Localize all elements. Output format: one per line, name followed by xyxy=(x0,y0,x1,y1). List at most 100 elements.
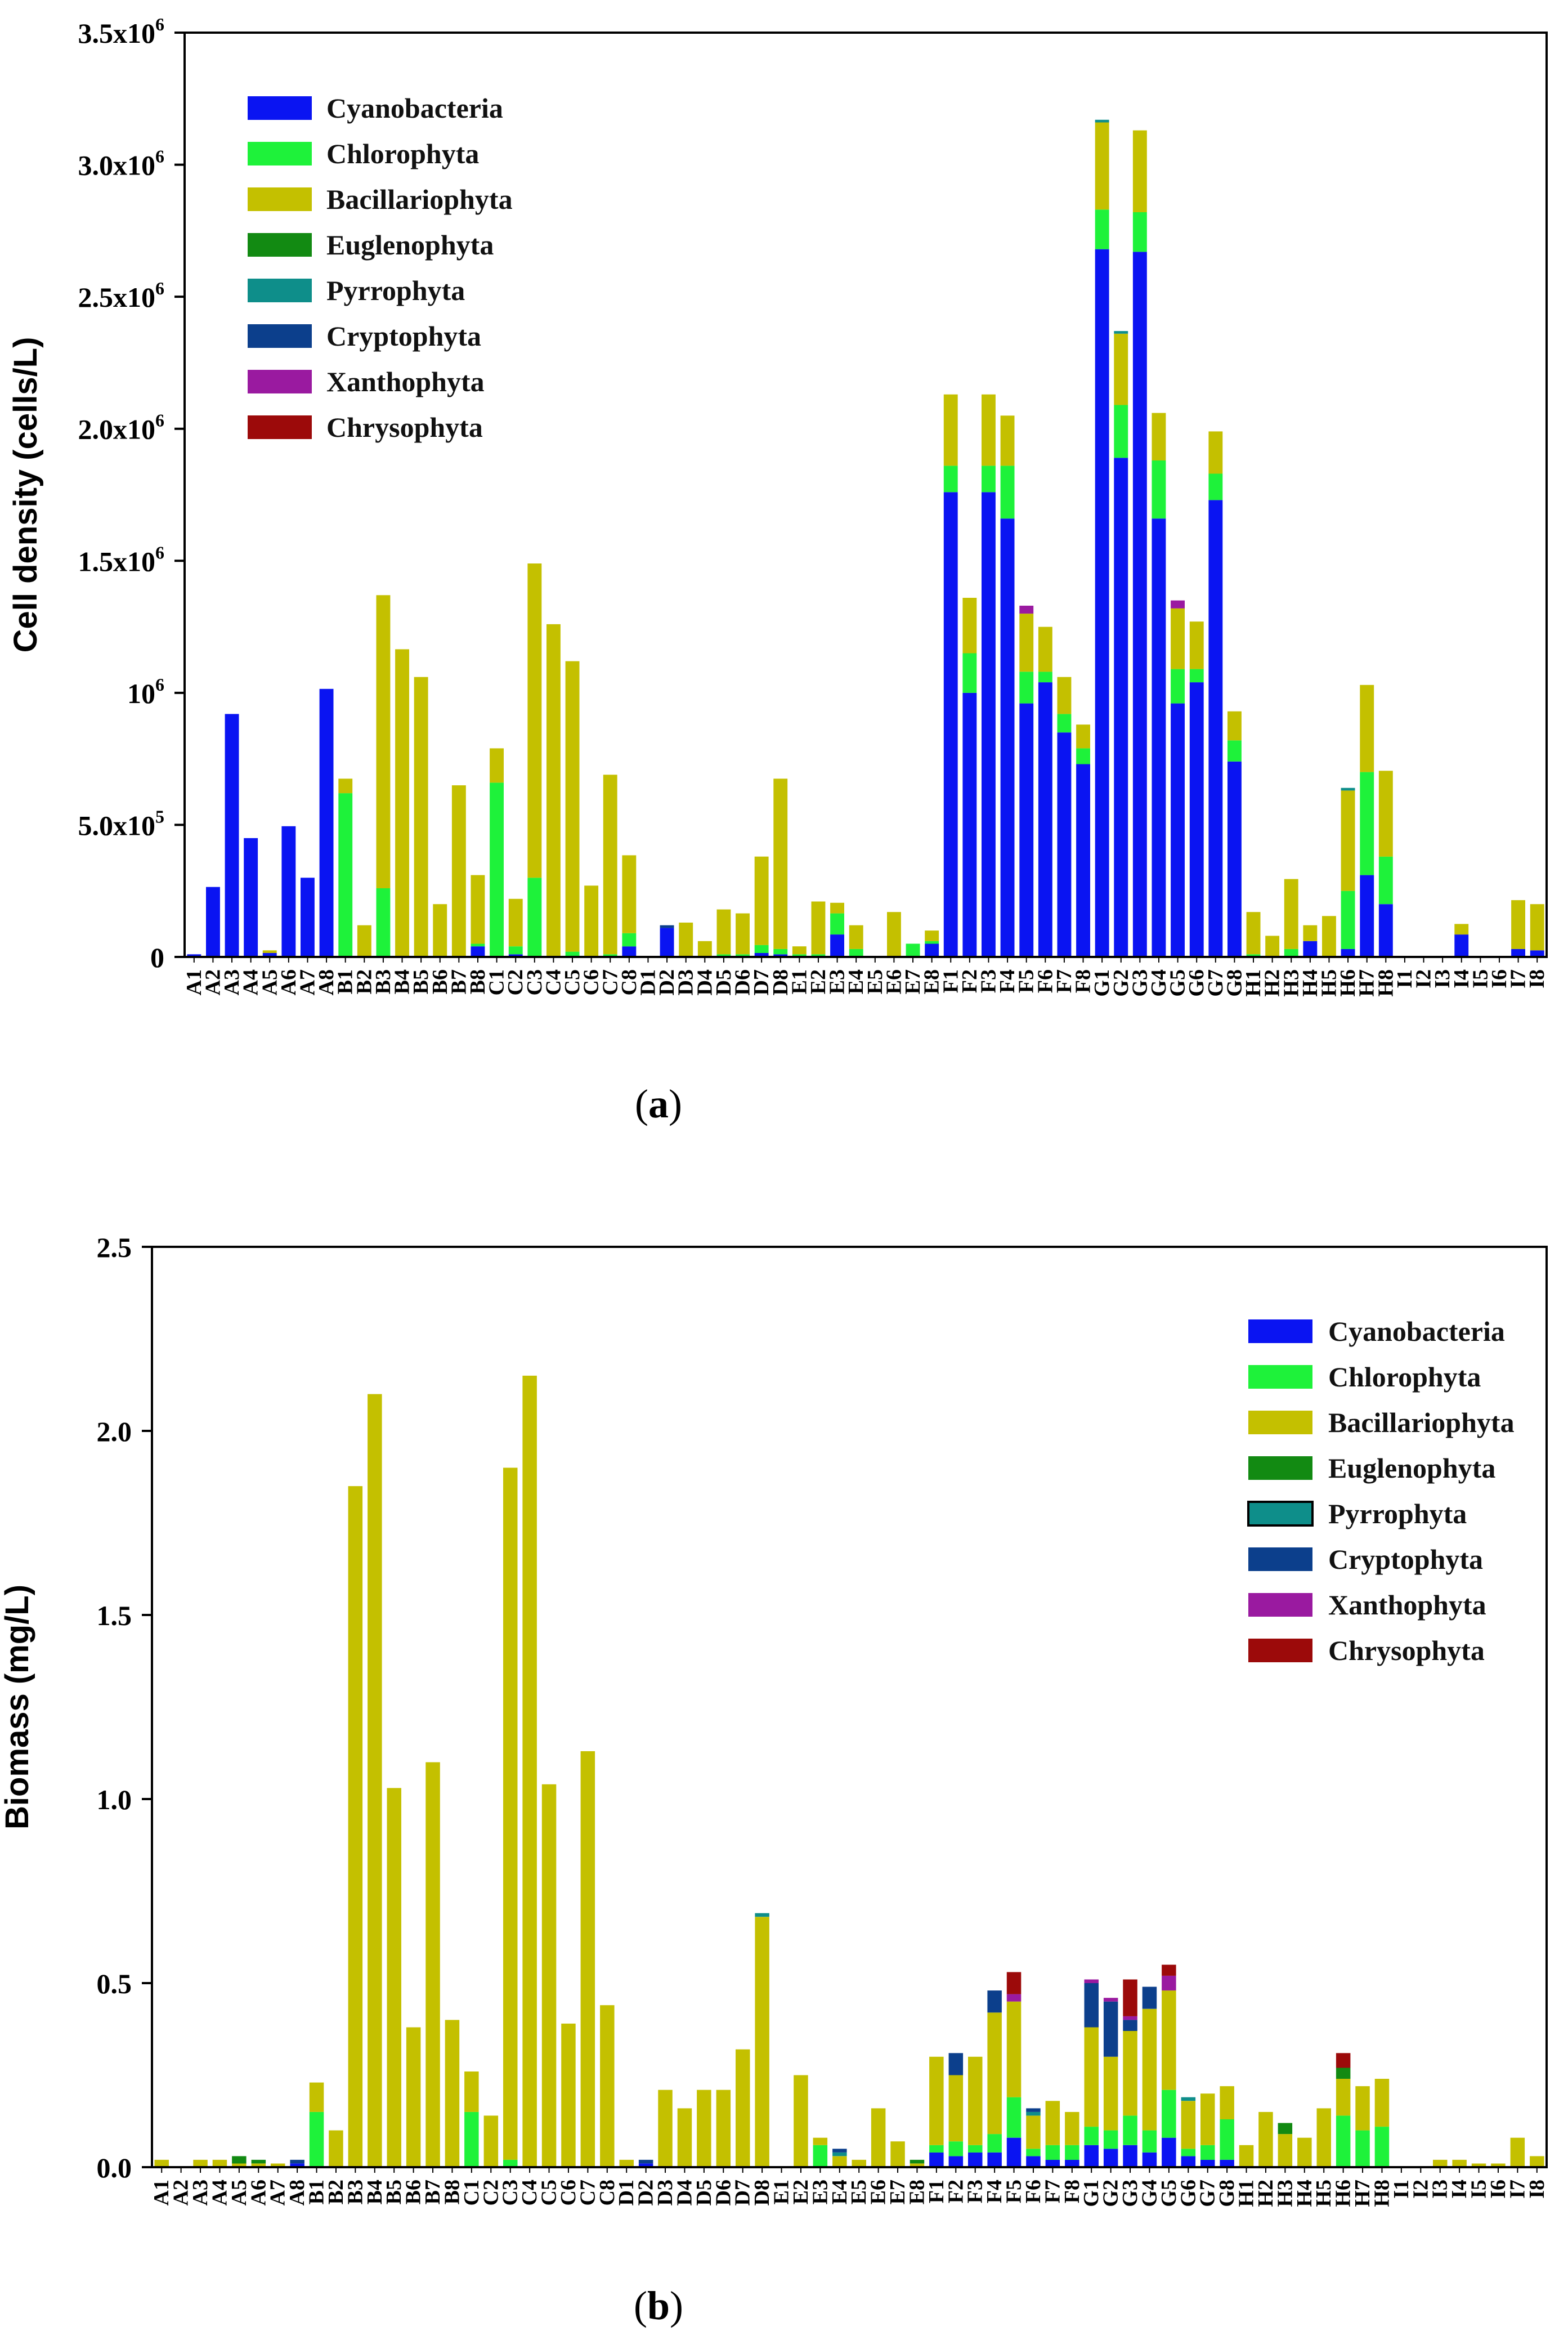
bar-D6-bacillariophyta xyxy=(716,2090,731,2167)
bar-H2-bacillariophyta xyxy=(1258,2111,1273,2167)
bar-A4-cyanobacteria xyxy=(244,838,258,957)
bar-A8-cryptophyta xyxy=(290,2159,304,2164)
x-tick-label: C4 xyxy=(518,2180,541,2205)
x-tick-label: I1 xyxy=(1390,2180,1413,2199)
x-tick-label: H7 xyxy=(1351,2180,1374,2207)
bar-F1-bacillariophyta xyxy=(929,2056,944,2145)
x-tick-label: C2 xyxy=(479,2180,503,2205)
x-tick-label: I4 xyxy=(1450,969,1473,988)
bar-G1-bacillariophyta xyxy=(1095,122,1109,210)
bar-B2-bacillariophyta xyxy=(329,2130,343,2167)
bar-C7-bacillariophyta xyxy=(580,1751,595,2167)
x-tick-label: B4 xyxy=(363,2180,387,2204)
x-tick-label: H8 xyxy=(1374,969,1397,997)
x-tick-label: F4 xyxy=(983,2180,1006,2203)
bar-F4-cyanobacteria xyxy=(987,2152,1002,2167)
plot-frame xyxy=(183,32,1548,958)
x-tick-label: H2 xyxy=(1261,969,1284,997)
bar-H3-bacillariophyta xyxy=(1278,2134,1293,2167)
x-tick-label: H6 xyxy=(1336,969,1360,997)
x-tick-label: C8 xyxy=(595,2180,619,2205)
bar-I7-bacillariophyta xyxy=(1511,900,1525,949)
x-tick-label: B2 xyxy=(352,969,376,994)
x-tick-label: E3 xyxy=(808,2180,832,2204)
bar-C5-bacillariophyta xyxy=(565,661,580,952)
bar-H6-cyanobacteria xyxy=(1341,948,1355,957)
x-tick-label: I4 xyxy=(1448,2180,1471,2199)
bar-D3-bacillariophyta xyxy=(679,923,693,957)
legend-label-pyrrophyta: Pyrrophyta xyxy=(326,275,465,306)
legend-label-euglenophyta: Euglenophyta xyxy=(326,229,494,261)
x-tick-label: A3 xyxy=(189,2180,212,2205)
legend-label-chlorophyta: Chlorophyta xyxy=(1328,1361,1481,1393)
bar-H4-bacillariophyta xyxy=(1303,925,1318,941)
bar-G4-cyanobacteria xyxy=(1152,518,1166,957)
bar-G3-bacillariophyta xyxy=(1123,2031,1137,2116)
x-tick-label: E3 xyxy=(826,969,849,994)
x-tick-label: I7 xyxy=(1506,2180,1529,2199)
bar-D7-bacillariophyta xyxy=(754,856,769,945)
bar-F4-bacillariophyta xyxy=(987,2012,1002,2135)
bar-F7-bacillariophyta xyxy=(1057,677,1072,714)
legend-label-chlorophyta: Chlorophyta xyxy=(326,138,479,169)
x-tick-label: C1 xyxy=(485,969,509,995)
bar-G5-bacillariophyta xyxy=(1171,608,1185,669)
y-tick-label: 3.5x106 xyxy=(78,14,165,49)
bar-H3-bacillariophyta xyxy=(1284,879,1298,949)
bar-C1-bacillariophyta xyxy=(490,748,504,783)
bar-D2-cyanobacteria xyxy=(638,2163,653,2167)
bar-C3-bacillariophyta xyxy=(503,1467,518,2160)
x-tick-label: E2 xyxy=(789,2180,813,2204)
x-tick-label: G4 xyxy=(1137,2180,1161,2207)
x-tick-label: A2 xyxy=(169,2180,193,2205)
bar-D6-chlorophyta xyxy=(736,954,750,957)
bar-E8-euglenophyta xyxy=(910,2159,925,2164)
x-tick-label: H4 xyxy=(1293,2180,1316,2207)
bar-F3-cyanobacteria xyxy=(968,2152,983,2167)
x-tick-label: B2 xyxy=(324,2180,348,2204)
bar-G7-bacillariophyta xyxy=(1208,431,1223,474)
x-tick-label: H3 xyxy=(1273,2180,1297,2207)
bar-C5-chlorophyta xyxy=(565,951,580,957)
bar-B8-chlorophyta xyxy=(471,943,485,947)
bar-B7-bacillariophyta xyxy=(425,1762,440,2167)
x-tick-label: H1 xyxy=(1235,2180,1258,2207)
bar-G6-cyanobacteria xyxy=(1181,2156,1196,2167)
bar-H6-chrysophyta xyxy=(1336,2053,1351,2068)
bar-G2-chlorophyta xyxy=(1114,405,1128,458)
x-tick-label: I2 xyxy=(1412,969,1436,988)
bar-F1-chlorophyta xyxy=(929,2145,944,2153)
bar-G5-bacillariophyta xyxy=(1162,1990,1176,2090)
bar-G7-chlorophyta xyxy=(1200,2145,1215,2160)
x-tick-label: B1 xyxy=(305,2180,329,2204)
bar-F2-cryptophyta xyxy=(948,2053,964,2075)
bar-C4-bacillariophyta xyxy=(522,1375,537,2167)
bar-F4-cryptophyta xyxy=(987,1990,1002,2013)
bar-C6-bacillariophyta xyxy=(561,2023,576,2167)
bar-G5-chlorophyta xyxy=(1162,2090,1176,2138)
bar-F3-bacillariophyta xyxy=(968,2056,983,2145)
x-tick-label: G3 xyxy=(1118,2180,1142,2207)
x-tick-label: A3 xyxy=(220,969,244,995)
bar-E5-bacillariophyta xyxy=(852,2159,866,2167)
x-tick-label: C5 xyxy=(561,969,584,995)
x-tick-label: E8 xyxy=(920,969,944,994)
bar-G5-chlorophyta xyxy=(1171,669,1185,704)
bar-B7-bacillariophyta xyxy=(451,785,466,957)
bar-A6-cyanobacteria xyxy=(281,826,296,957)
bar-E3-chlorophyta xyxy=(830,913,844,935)
x-tick-label: F8 xyxy=(1072,969,1095,993)
legend-label-bacillariophyta: Bacillariophyta xyxy=(1328,1407,1515,1438)
x-tick-label: A5 xyxy=(258,969,281,995)
bar-B6-bacillariophyta xyxy=(406,2027,421,2167)
x-tick-label: A8 xyxy=(285,2180,309,2205)
bar-A5-cyanobacteria xyxy=(262,953,277,957)
x-tick-label: E4 xyxy=(828,2180,852,2204)
x-tick-label: B3 xyxy=(343,2180,367,2204)
x-tick-label: F5 xyxy=(1002,2180,1026,2203)
bar-G3-xanthophyta xyxy=(1123,2016,1137,2020)
bar-E6-bacillariophyta xyxy=(871,2108,886,2167)
bar-D5-bacillariophyta xyxy=(697,2090,711,2167)
x-tick-label: F5 xyxy=(1015,969,1038,993)
